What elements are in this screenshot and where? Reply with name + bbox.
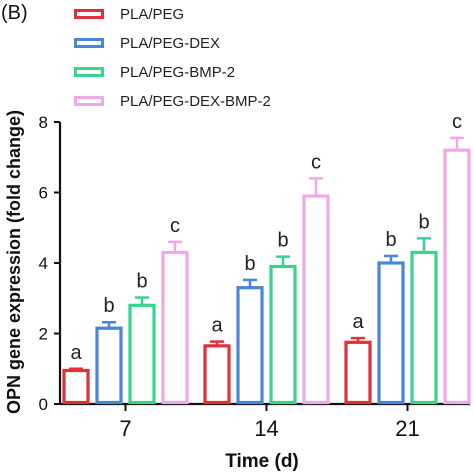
legend-label: PLA/PEG-DEX <box>120 34 221 52</box>
significance-label: b <box>277 230 288 252</box>
y-tick-label: 6 <box>39 184 48 203</box>
legend-item: PLA/PEG-DEX <box>74 34 220 52</box>
y-tick-label: 0 <box>39 395 48 414</box>
significance-label: a <box>70 342 82 364</box>
x-tick-label: 21 <box>395 416 419 441</box>
y-tick-label: 4 <box>39 254 48 273</box>
bar <box>128 303 156 405</box>
legend-item: PLA/PEG-BMP-2 <box>74 63 235 81</box>
significance-label: a <box>211 315 223 337</box>
legend-label: PLA/PEG <box>120 5 185 23</box>
bar <box>269 264 297 405</box>
significance-label: a <box>352 311 364 333</box>
significance-label: c <box>452 111 462 133</box>
legend-item: PLA/PEG <box>74 5 184 23</box>
legend-swatch <box>74 9 104 19</box>
x-tick-label: 7 <box>119 416 131 441</box>
bar <box>410 250 438 405</box>
bar <box>443 148 471 405</box>
significance-label: c <box>311 151 321 173</box>
y-tick-label: 2 <box>39 325 48 344</box>
legend-swatch <box>74 38 104 48</box>
significance-label: b <box>385 229 396 251</box>
significance-label: b <box>244 253 255 275</box>
legend-item: PLA/PEG-DEX-BMP-2 <box>74 92 271 110</box>
bar <box>62 368 90 405</box>
significance-label: b <box>418 211 429 233</box>
x-tick-label: 14 <box>254 416 278 441</box>
y-tick-label: 8 <box>39 113 48 132</box>
legend-label: PLA/PEG-BMP-2 <box>120 63 236 81</box>
bar <box>161 250 189 405</box>
legend-label: PLA/PEG-DEX-BMP-2 <box>120 92 271 110</box>
significance-label: b <box>136 271 147 293</box>
legend-swatch <box>74 67 104 77</box>
bar <box>344 340 372 405</box>
significance-label: c <box>170 215 180 237</box>
legend-swatch <box>74 96 104 106</box>
bar <box>302 194 330 405</box>
bar <box>95 326 123 405</box>
bar <box>236 286 264 405</box>
panel-label: (B) <box>1 2 28 24</box>
significance-label: b <box>103 295 114 317</box>
bar <box>203 344 231 405</box>
y-axis-title: OPN gene expression (fold change) <box>4 110 24 414</box>
x-axis-title: Time (d) <box>225 451 299 472</box>
bar <box>377 261 405 405</box>
